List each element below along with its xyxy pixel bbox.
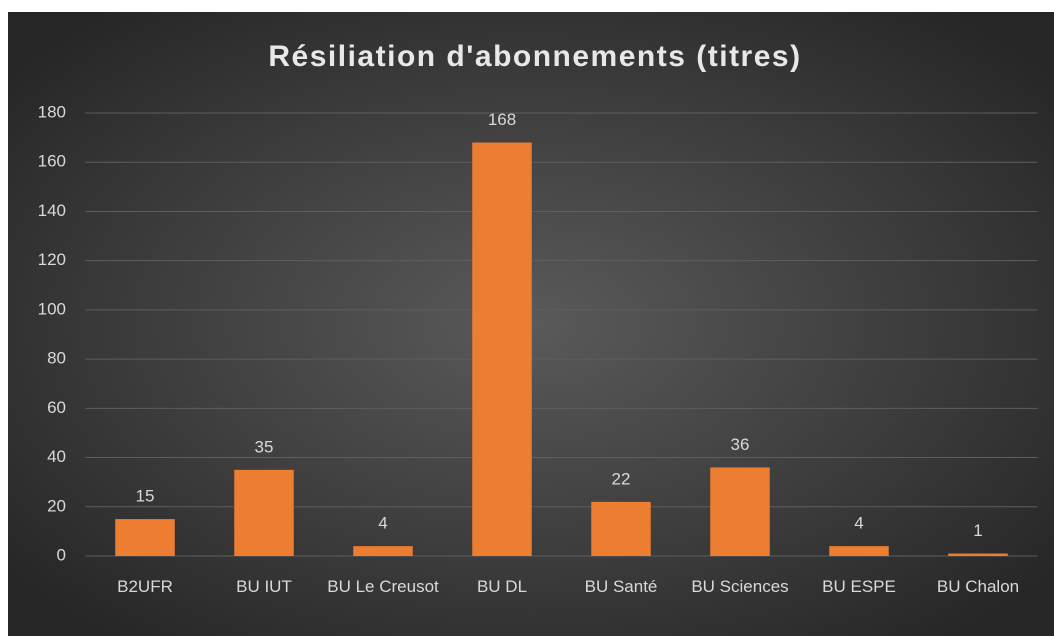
data-label: 15 bbox=[136, 487, 155, 506]
bar bbox=[591, 501, 651, 556]
bar bbox=[115, 519, 175, 556]
y-tick-label: 80 bbox=[47, 349, 66, 368]
bar bbox=[234, 469, 294, 556]
data-label: 168 bbox=[488, 110, 516, 129]
bar bbox=[948, 553, 1008, 556]
data-label: 4 bbox=[378, 514, 387, 533]
y-tick-label: 180 bbox=[38, 102, 66, 121]
y-tick-label: 40 bbox=[47, 447, 66, 466]
y-tick-label: 120 bbox=[38, 250, 66, 269]
x-tick-label: BU Chalon bbox=[936, 577, 1020, 596]
x-tick-label: BU IUT bbox=[236, 577, 292, 596]
data-label: 36 bbox=[731, 435, 750, 454]
data-label: 1 bbox=[973, 521, 982, 540]
data-label: 35 bbox=[255, 437, 274, 456]
x-tick-label: B2UFR bbox=[117, 577, 173, 596]
x-tick-label: BU Sciences bbox=[691, 577, 789, 596]
bar bbox=[710, 467, 770, 556]
y-tick-label: 0 bbox=[57, 545, 66, 564]
bar bbox=[829, 546, 889, 556]
chart-title: Résiliation d'abonnements (titres) bbox=[268, 40, 801, 73]
x-tick-label: BU Santé bbox=[584, 577, 658, 596]
y-tick-label: 140 bbox=[38, 201, 66, 220]
y-tick-label: 160 bbox=[38, 152, 66, 171]
x-tick-label: BU Le Creusot bbox=[327, 577, 439, 596]
y-tick-label: 100 bbox=[38, 299, 66, 318]
x-tick-label: BU ESPE bbox=[822, 577, 896, 596]
y-tick-label: 60 bbox=[47, 398, 66, 417]
bar bbox=[353, 546, 413, 556]
bar bbox=[472, 142, 532, 557]
data-label: 4 bbox=[854, 514, 863, 533]
x-tick-label: BU DL bbox=[476, 577, 528, 596]
y-tick-label: 20 bbox=[47, 496, 66, 515]
data-label: 22 bbox=[612, 469, 631, 488]
